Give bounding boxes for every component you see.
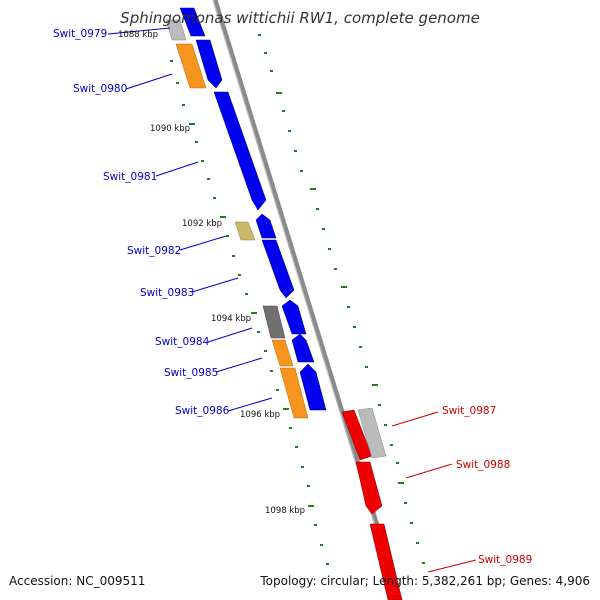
cds-blue-0983[interactable] [261, 239, 295, 299]
scale-label: 1090 kbp [150, 124, 190, 134]
cds-orange-0986[interactable] [279, 367, 309, 419]
cds-orange-0985[interactable] [271, 339, 294, 367]
scale-label: 1094 kbp [211, 314, 251, 324]
scale-label: 1088 kbp [118, 30, 158, 40]
gene-label[interactable]: Swit_0988 [456, 459, 510, 471]
accession-text: Accession: NC_009511 [9, 574, 146, 588]
gene-labels-right: Swit_0987 Swit_0988 Swit_0989 [442, 405, 532, 566]
scale-labels: 1088 kbp 1090 kbp 1092 kbp 1094 kbp 1096… [118, 30, 305, 516]
blue-features [179, 7, 327, 411]
cds-khaki-0982[interactable] [234, 221, 256, 241]
cds-blue-0985[interactable] [291, 333, 315, 363]
gene-label[interactable]: Swit_0985 [164, 367, 218, 379]
genome-summary-text: Topology: circular; Length: 5,382,261 bp… [260, 574, 590, 588]
gene-label[interactable]: Swit_0980 [73, 83, 127, 95]
gene-label[interactable]: Swit_0987 [442, 405, 496, 417]
left-features [165, 19, 309, 419]
scale-label: 1092 kbp [182, 219, 222, 229]
gene-label[interactable]: Swit_0982 [127, 245, 181, 257]
map-title: Sphingomonas wittichii RW1, complete gen… [120, 9, 480, 27]
gene-label[interactable]: Swit_0979 [53, 28, 107, 40]
gene-labels-left: Swit_0979 Swit_0980 Swit_0981 Swit_0982 … [53, 28, 230, 417]
scale-label: 1098 kbp [265, 506, 305, 516]
gene-label[interactable]: Swit_0989 [478, 554, 532, 566]
cds-darkgray-0984[interactable] [262, 305, 286, 339]
leader-lines-left [107, 27, 273, 412]
cds-blue-0981[interactable] [213, 91, 267, 211]
gene-label[interactable]: Swit_0986 [175, 405, 230, 417]
cds-gray-top[interactable] [165, 19, 187, 41]
leader-lines-right [391, 411, 477, 573]
cds-blue-top[interactable] [179, 7, 206, 37]
cds-orange-0980[interactable] [175, 43, 207, 89]
gene-label[interactable]: Swit_0984 [155, 336, 210, 348]
gene-label[interactable]: Swit_0983 [140, 287, 194, 299]
cds-blue-0986[interactable] [299, 363, 327, 411]
cds-lightgray-0987[interactable] [357, 407, 387, 459]
cds-red-0988[interactable] [355, 461, 383, 515]
scale-label: 1096 kbp [240, 410, 280, 420]
cds-red-0989[interactable] [369, 523, 403, 600]
cds-blue-0982[interactable] [255, 213, 277, 239]
cds-blue-0984[interactable] [281, 299, 307, 335]
cds-blue-0980[interactable] [195, 39, 223, 89]
right-tick-track [258, 34, 425, 564]
right-features [341, 407, 403, 600]
left-tick-track [170, 60, 329, 565]
gene-label[interactable]: Swit_0981 [103, 171, 157, 183]
